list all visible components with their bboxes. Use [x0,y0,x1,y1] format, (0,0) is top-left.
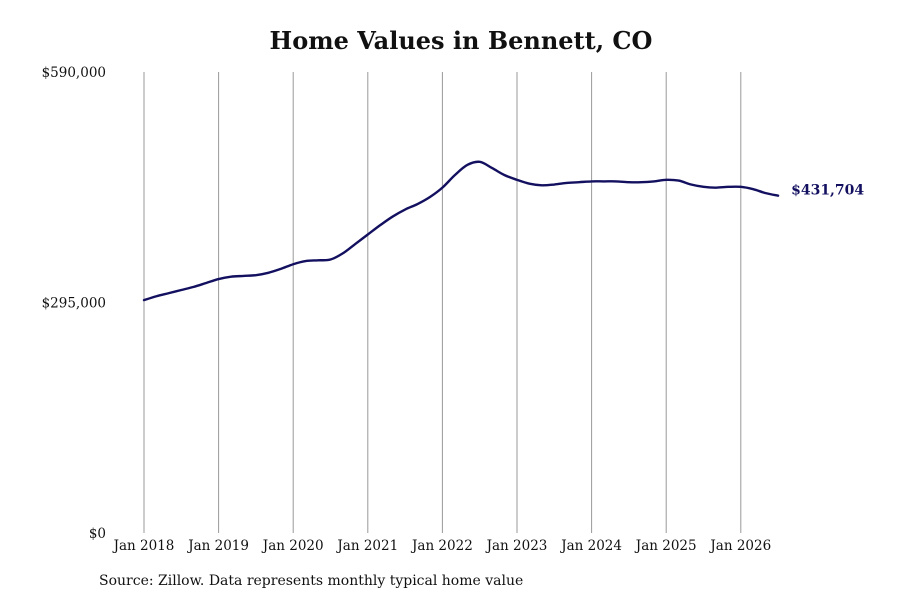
chart-title: Home Values in Bennett, CO [269,26,653,55]
x-tick-label: Jan 2024 [559,538,622,554]
y-tick-label: $295,000 [42,296,106,312]
vertical-gridlines [143,72,742,533]
source-note: Source: Zillow. Data represents monthly … [99,573,524,589]
x-tick-label: Jan 2025 [634,538,697,554]
x-tick-label: Jan 2019 [186,538,249,554]
x-tick-label: Jan 2021 [335,538,398,554]
y-axis-ticks: $0 $295,000 $590,000 [42,65,106,542]
y-tick-label: $0 [89,526,106,542]
x-tick-label: Jan 2026 [708,538,771,554]
end-value-label: $431,704 [791,183,864,199]
x-tick-label: Jan 2022 [410,538,473,554]
x-tick-label: Jan 2023 [485,538,548,554]
series-layer: $431,704 [142,160,864,302]
y-tick-label: $590,000 [42,65,106,81]
x-tick-label: Jan 2018 [112,538,175,554]
x-axis-ticks: Jan 2018 Jan 2019 Jan 2020 Jan 2021 Jan 2022… [112,538,772,554]
home-value-line [142,160,780,302]
x-tick-label: Jan 2020 [261,538,324,554]
